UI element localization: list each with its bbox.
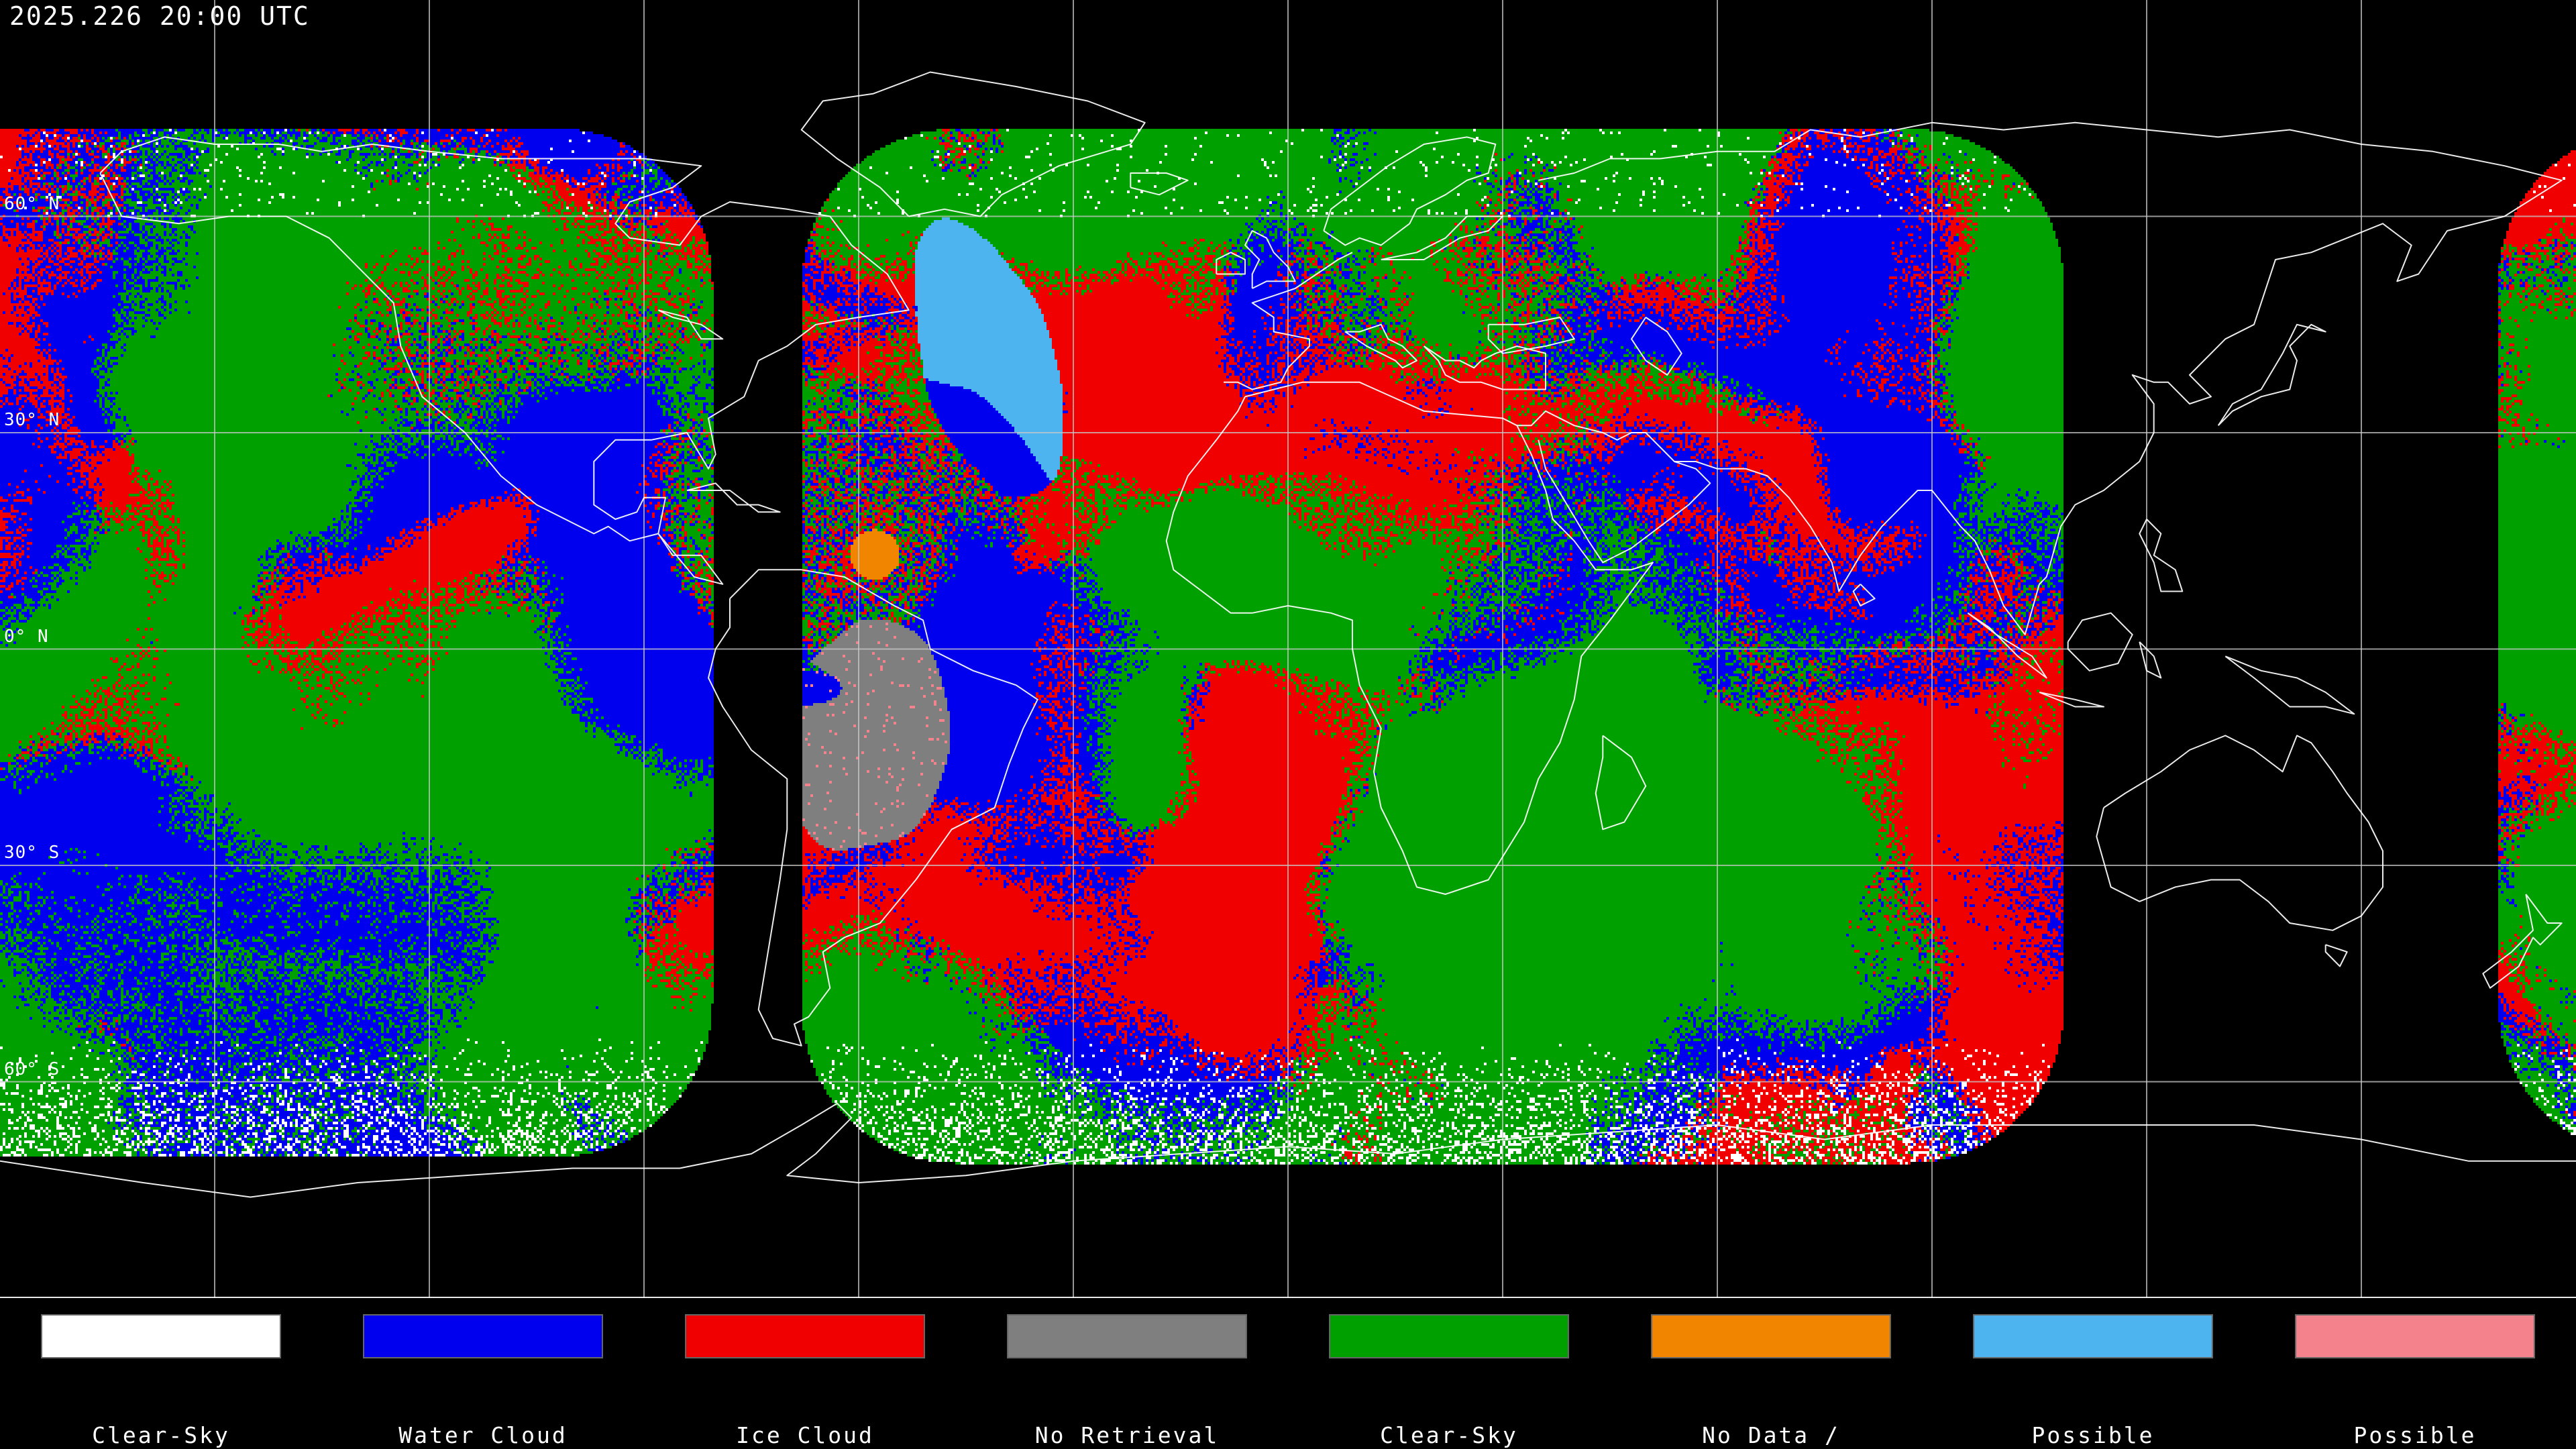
coastline-black-sea: [1487, 317, 1575, 354]
legend-bar: Clear-Sky Snow/Ice Water Cloud Ice Cloud…: [0, 1298, 2576, 1449]
legend-color-swatch: [1007, 1314, 1247, 1358]
coastline-japan: [2217, 323, 2326, 427]
legend-item: Clear-Sky Land/Water: [1288, 1298, 1610, 1449]
legend-label-line1: Clear-Sky: [1380, 1422, 1518, 1448]
legend-label-line1: No Data /: [1702, 1422, 1840, 1448]
coastline-ireland: [1216, 252, 1246, 275]
legend-label: Clear-Sky Snow/Ice: [92, 1366, 230, 1449]
coastline-new-guinea: [2224, 655, 2355, 715]
coastline-java: [2039, 692, 2104, 708]
coastline-philippines: [2139, 519, 2184, 592]
coastline-tasmania: [2324, 944, 2348, 967]
legend-color-swatch: [363, 1314, 603, 1358]
coastline-madagascar: [1595, 735, 1647, 830]
coastline-iceland: [1130, 172, 1189, 196]
coastline-south-america: [708, 569, 1038, 1046]
legend-item: Clear-Sky Snow/Ice: [0, 1298, 322, 1449]
legend-color-swatch: [41, 1314, 281, 1358]
coastline-cuba-hispaniola: [686, 482, 781, 513]
legend-label: Possible Ice Cloud: [2346, 1366, 2484, 1449]
legend-item: Possible Ice Cloud: [2254, 1298, 2576, 1449]
legend-label: Clear-Sky Land/Water: [1373, 1366, 1526, 1449]
legend-color-swatch: [2295, 1314, 2535, 1358]
coastline-asia-mainland: [1517, 121, 2563, 635]
coastline-sulawesi: [2139, 641, 2162, 679]
legend-items: Clear-Sky Snow/Ice Water Cloud Ice Cloud…: [0, 1298, 2576, 1449]
legend-label: No Data / Bad Input: [1702, 1366, 1840, 1449]
legend-label-line1: Possible: [2353, 1422, 2477, 1448]
latitude-label: 0° N: [4, 626, 49, 647]
coastline-africa: [1165, 381, 1654, 895]
legend-item: Ice Cloud: [644, 1298, 966, 1449]
legend-label-line1: Possible: [2031, 1422, 2155, 1448]
legend-label-line1: Water Cloud: [398, 1422, 568, 1448]
legend-label: No Retrieval: [1035, 1366, 1219, 1449]
coastline-uk: [1244, 230, 1296, 289]
latitude-label: 30° S: [4, 843, 60, 863]
legend-item: No Data / Bad Input: [1610, 1298, 1932, 1449]
legend-item: No Retrieval: [966, 1298, 1288, 1449]
coastline-scandinavia: [1323, 136, 1497, 246]
legend-label: Possible Water Cloud: [2008, 1366, 2178, 1449]
coastline-antarctica: [0, 1102, 2576, 1198]
legend-label-line1: Ice Cloud: [736, 1422, 874, 1448]
coastline-north-america: [99, 136, 910, 585]
map-area: 2025.226 20:00 UTC 60° N 30° N 0° N 30° S 60…: [0, 0, 2576, 1299]
coastline-great-lakes: [657, 309, 724, 340]
coastline-sumatra: [1967, 612, 2047, 679]
coastline-greece-turkey: [1423, 345, 1546, 390]
coastline-italy: [1344, 323, 1417, 369]
coastline-new-zealand: [2482, 894, 2563, 989]
graticule-coastline-overlay: [0, 0, 2576, 1298]
coastline-iberia-france: [1224, 252, 1353, 390]
coastline-sri-lanka: [1852, 584, 1876, 606]
legend-color-swatch: [685, 1314, 925, 1358]
legend-color-swatch: [1329, 1314, 1569, 1358]
latitude-label: 60° N: [4, 193, 60, 214]
legend-label: Water Cloud: [398, 1366, 568, 1449]
timestamp-label: 2025.226 20:00 UTC: [9, 1, 310, 31]
coastline-baltic: [1381, 215, 1503, 260]
latitude-label: 30° N: [4, 410, 60, 430]
coastline-borneo: [2067, 612, 2133, 672]
latitude-label: 60° S: [4, 1059, 60, 1079]
legend-color-swatch: [1973, 1314, 2213, 1358]
coastline-caspian-sea: [1631, 317, 1682, 376]
legend-label: Ice Cloud: [736, 1366, 874, 1449]
legend-label-line1: No Retrieval: [1034, 1422, 1220, 1448]
legend-item: Water Cloud: [322, 1298, 644, 1449]
legend-label-line1: Clear-Sky: [92, 1422, 230, 1448]
legend-item: Possible Water Cloud: [1932, 1298, 2254, 1449]
legend-color-swatch: [1651, 1314, 1891, 1358]
coastline-arabia: [1538, 439, 1711, 564]
coastline-australia: [2096, 735, 2383, 931]
coastline-greenland: [800, 71, 1146, 217]
